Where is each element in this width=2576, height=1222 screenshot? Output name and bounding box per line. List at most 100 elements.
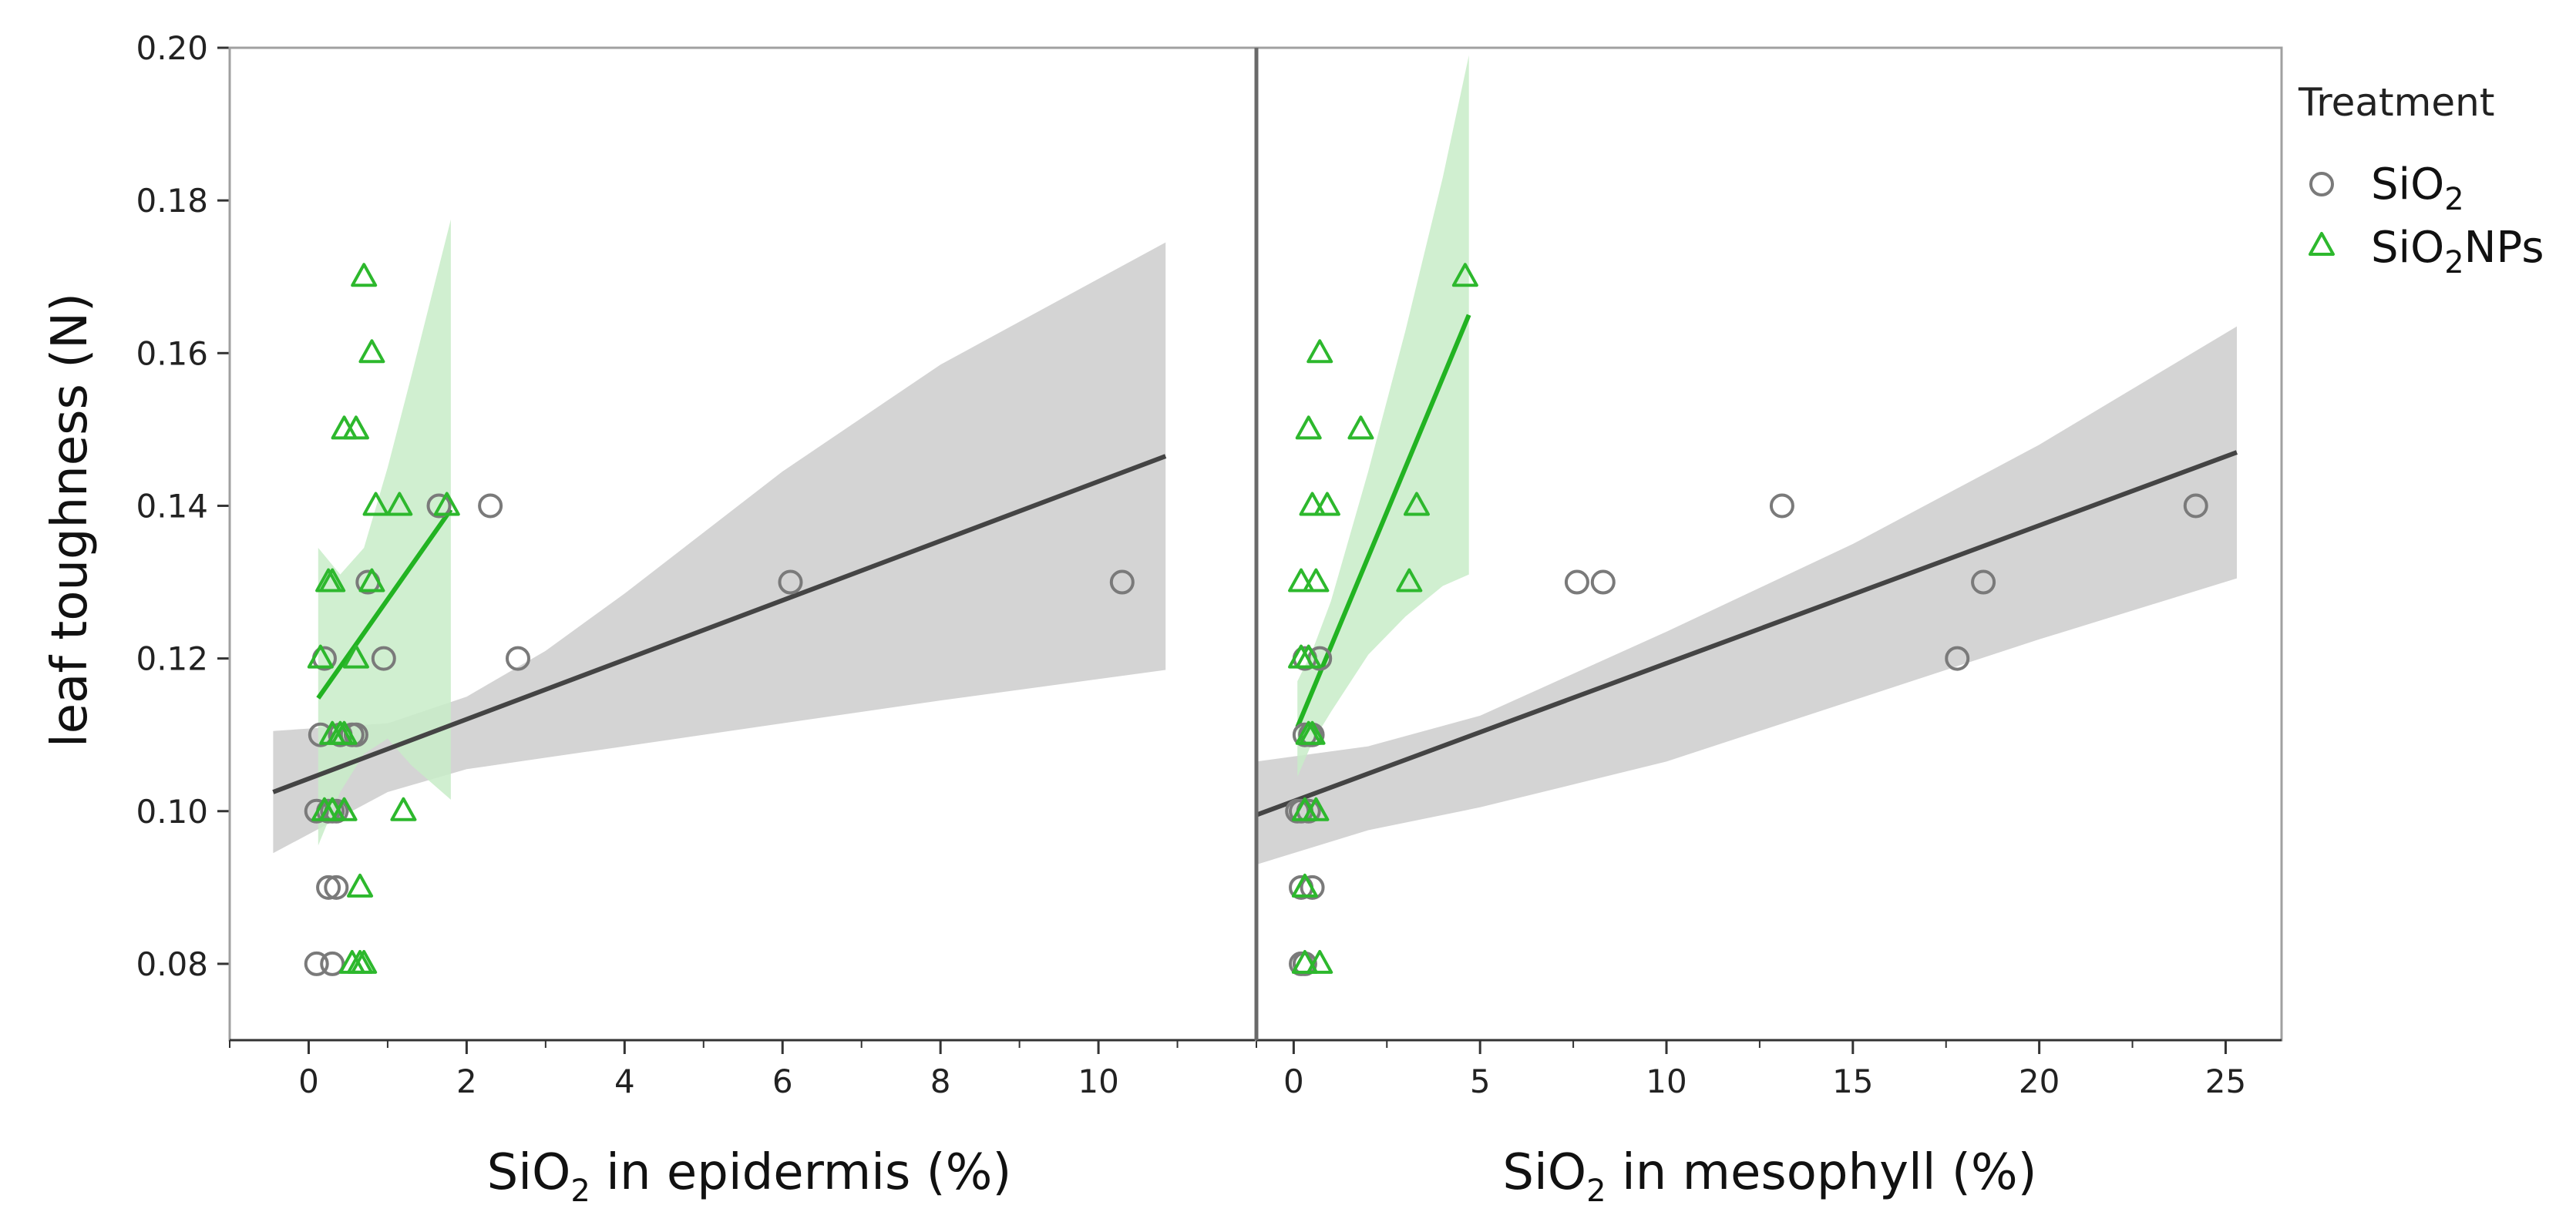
- x-tick-label: 6: [772, 1063, 793, 1100]
- x-tick-label: 10: [1078, 1063, 1118, 1100]
- y-tick-label: 0.08: [136, 945, 208, 983]
- y-tick-label: 0.14: [136, 487, 208, 525]
- point-sio2nps: [1299, 492, 1326, 516]
- point-sio2nps: [1291, 873, 1318, 898]
- point-sio2nps: [433, 492, 460, 516]
- confidence-band-sio2: [1256, 326, 2237, 865]
- point-sio2nps: [1306, 949, 1333, 974]
- point-sio2nps: [1295, 415, 1322, 440]
- x-title-epidermis-main: SiO: [487, 1144, 571, 1201]
- x-tick-label: 2: [456, 1063, 477, 1100]
- y-tick-label: 0.18: [136, 182, 208, 220]
- fit-line-sio2: [1256, 450, 2238, 817]
- point-sio2: [304, 951, 329, 976]
- point-sio2: [1109, 569, 1135, 595]
- y-axis-title: leaf toughness (N): [42, 293, 99, 747]
- point-sio2nps: [1303, 568, 1330, 593]
- point-sio2nps: [386, 492, 413, 516]
- point-sio2: [2183, 493, 2208, 519]
- point-sio2nps: [390, 797, 417, 821]
- legend-sio2-main: SiO: [2371, 159, 2444, 210]
- point-sio2nps: [342, 415, 369, 440]
- legend-nps-after: NPs: [2464, 223, 2544, 273]
- x-tick-label: 20: [2019, 1063, 2060, 1100]
- x-tick-label: 8: [930, 1063, 951, 1100]
- point-sio2nps: [1403, 492, 1430, 516]
- point-sio2: [505, 646, 530, 671]
- fit-line-sio2nps: [316, 508, 453, 700]
- x-title-epidermis-after: in epidermis (%): [590, 1144, 1012, 1201]
- point-sio2nps: [1451, 263, 1478, 287]
- confidence-band-sio2nps: [318, 219, 451, 846]
- point-sio2: [343, 722, 368, 747]
- legend-nps-sub: 2: [2444, 245, 2463, 280]
- point-sio2: [316, 875, 341, 900]
- point-sio2: [308, 722, 333, 747]
- legend-marker-sio2nps: [2309, 232, 2335, 256]
- legend: Treatment SiO2 SiO2NPs: [2298, 80, 2544, 280]
- legend-nps-main: SiO: [2371, 223, 2444, 273]
- point-sio2nps: [1303, 797, 1330, 821]
- legend-title: Treatment: [2298, 80, 2494, 125]
- point-sio2nps: [358, 339, 385, 364]
- point-sio2nps: [1306, 339, 1333, 364]
- x-title-mesophyll-main: SiO: [1502, 1144, 1586, 1201]
- panels: 0.08 0.10 0.12 0.14 0.16 0.18 0.20 0 2 4 6 8 10 0 5 10 1…: [136, 29, 2283, 1100]
- confidence-band-sio2: [273, 242, 1166, 854]
- x-tick-label: 25: [2205, 1063, 2246, 1100]
- plot-area-mesophyll: [1256, 55, 2238, 976]
- legend-marker-sio2: [2309, 172, 2334, 196]
- point-sio2: [426, 493, 452, 519]
- point-sio2nps: [358, 568, 385, 593]
- fit-line-sio2nps: [1295, 314, 1471, 728]
- point-sio2: [1971, 569, 1996, 595]
- point-sio2nps: [331, 797, 358, 821]
- point-sio2nps: [362, 492, 389, 516]
- point-sio2: [778, 569, 803, 595]
- y-tick-label: 0.16: [136, 334, 208, 372]
- x-tick-label: 5: [1470, 1063, 1491, 1100]
- point-sio2nps: [1291, 949, 1318, 974]
- point-sio2nps: [351, 263, 378, 287]
- point-sio2: [1945, 646, 1970, 671]
- point-sio2nps: [319, 568, 346, 593]
- y-tick-label: 0.10: [136, 793, 208, 831]
- point-sio2nps: [351, 949, 378, 974]
- legend-label-sio2nps: SiO2NPs: [2371, 223, 2544, 280]
- legend-sio2-sub: 2: [2444, 182, 2463, 217]
- point-sio2nps: [342, 644, 369, 669]
- point-sio2: [1769, 493, 1794, 519]
- point-sio2: [371, 646, 396, 671]
- panel-mesophyll: 0 5 10 15 20 25: [1255, 46, 2283, 1100]
- fit-line-sio2: [272, 454, 1167, 794]
- point-sio2: [320, 951, 345, 976]
- point-sio2: [1590, 569, 1616, 595]
- x-tick-label: 0: [1283, 1063, 1304, 1100]
- point-sio2nps: [1396, 568, 1423, 593]
- point-sio2nps: [1347, 415, 1374, 440]
- point-sio2nps: [1299, 720, 1326, 745]
- point-sio2: [1300, 875, 1325, 900]
- point-sio2nps: [347, 873, 374, 898]
- point-sio2: [1564, 569, 1589, 595]
- x-tick-label: 10: [1646, 1063, 1687, 1100]
- y-tick-label: 0.12: [136, 640, 208, 678]
- legend-label-sio2: SiO2: [2371, 159, 2464, 217]
- x-axis-title-mesophyll: SiO2 in mesophyll (%): [1502, 1144, 2036, 1209]
- plot-area-epidermis: [272, 219, 1167, 976]
- x-tick-label: 0: [298, 1063, 319, 1100]
- point-sio2nps: [1295, 644, 1322, 669]
- x-tick-label: 15: [1832, 1063, 1873, 1100]
- point-sio2nps: [307, 644, 334, 669]
- point-sio2nps: [331, 720, 358, 745]
- x-tick-label: 4: [614, 1063, 635, 1100]
- point-sio2: [478, 493, 503, 519]
- x-title-mesophyll-after: in mesophyll (%): [1606, 1144, 2037, 1201]
- point-sio2: [304, 798, 329, 824]
- x-title-mesophyll-sub: 2: [1586, 1173, 1606, 1209]
- y-tick-label: 0.20: [136, 29, 208, 67]
- point-sio2nps: [1313, 492, 1340, 516]
- confidence-band-sio2nps: [1297, 55, 1469, 777]
